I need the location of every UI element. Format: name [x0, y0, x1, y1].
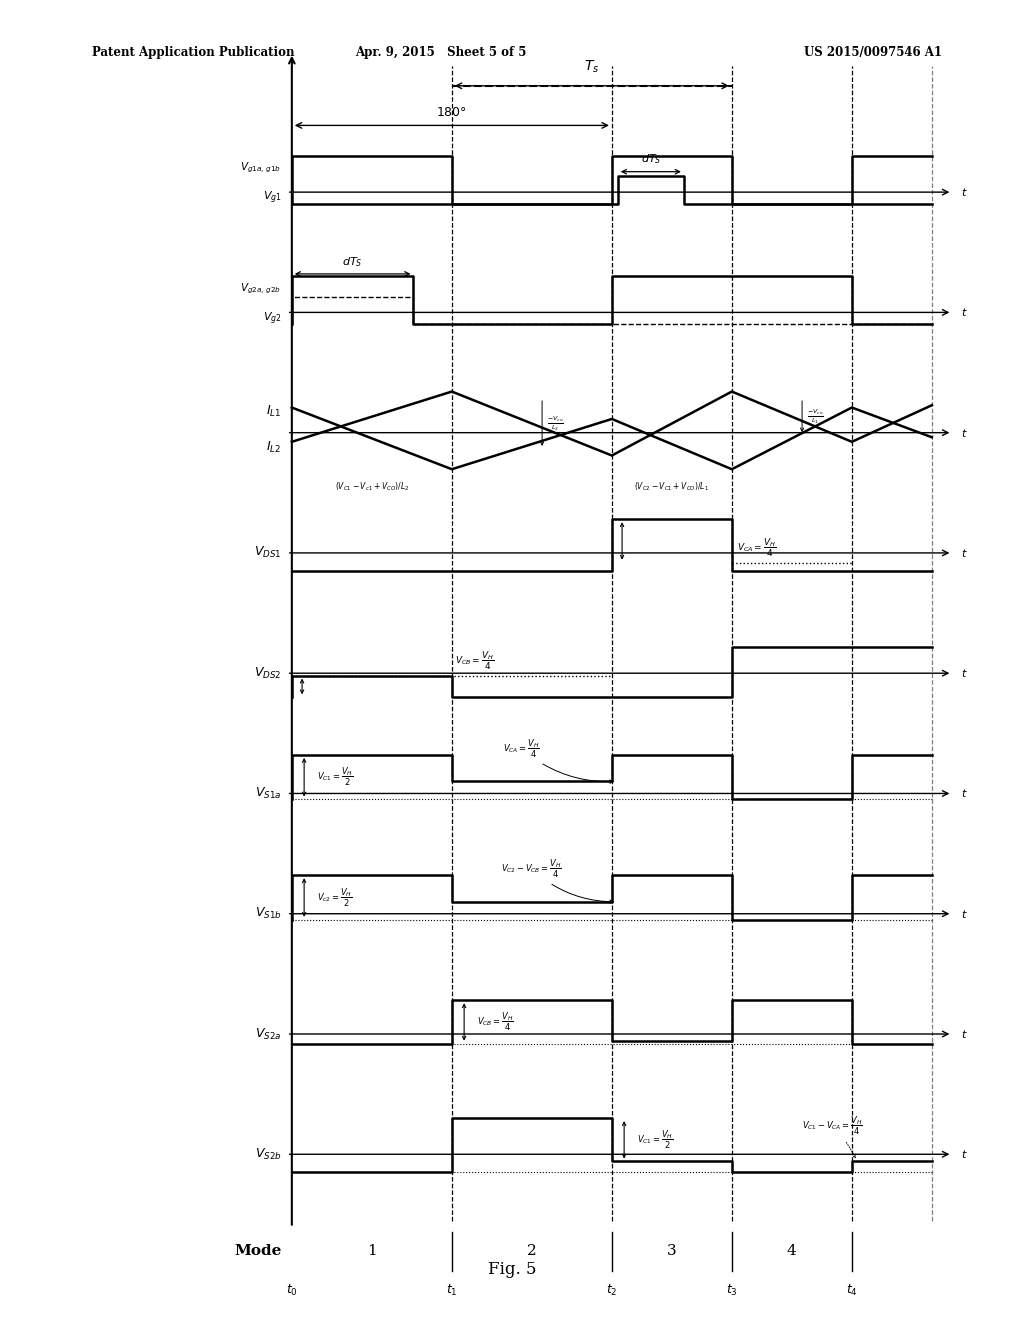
Text: $t$: $t$	[961, 546, 968, 558]
Text: $180°$: $180°$	[436, 106, 467, 119]
Text: $V_{g1}$: $V_{g1}$	[263, 190, 282, 206]
Text: $V_{C1}=\dfrac{V_H}{2}$: $V_{C1}=\dfrac{V_H}{2}$	[317, 766, 354, 788]
Text: $t$: $t$	[961, 788, 968, 800]
Text: $V_{C2}-V_{CB}=\dfrac{V_H}{4}$: $V_{C2}-V_{CB}=\dfrac{V_H}{4}$	[502, 858, 613, 903]
Text: $t$: $t$	[961, 1028, 968, 1040]
Text: $V_{C1}=\dfrac{V_H}{2}$: $V_{C1}=\dfrac{V_H}{2}$	[637, 1129, 674, 1151]
Text: $\frac{-V_{co}}{L_2}$: $\frac{-V_{co}}{L_2}$	[547, 414, 564, 433]
Text: $V_{c2}=\dfrac{V_H}{2}$: $V_{c2}=\dfrac{V_H}{2}$	[317, 887, 353, 908]
Text: $(V_{C1}-V_{c1}+V_{CO})/L_2$: $(V_{C1}-V_{c1}+V_{CO})/L_2$	[335, 480, 409, 494]
Text: $V_{g2}$: $V_{g2}$	[263, 310, 282, 326]
Text: 3: 3	[667, 1245, 677, 1258]
Text: 1: 1	[367, 1245, 377, 1258]
Text: 4: 4	[787, 1245, 797, 1258]
Text: Apr. 9, 2015   Sheet 5 of 5: Apr. 9, 2015 Sheet 5 of 5	[354, 46, 526, 59]
Text: $I_{L1}$: $I_{L1}$	[266, 404, 282, 418]
Text: 2: 2	[527, 1245, 537, 1258]
Text: $V_{g1a,\,g1b}$: $V_{g1a,\,g1b}$	[241, 161, 282, 176]
Text: $V_{S2a}$: $V_{S2a}$	[255, 1027, 282, 1041]
Text: $V_{CA}=\dfrac{V_H}{4}$: $V_{CA}=\dfrac{V_H}{4}$	[503, 738, 613, 783]
Text: $t_0$: $t_0$	[286, 1283, 298, 1298]
Text: $I_{L2}$: $I_{L2}$	[266, 440, 282, 454]
Text: $dT_S$: $dT_S$	[342, 255, 362, 269]
Text: $t_1$: $t_1$	[446, 1283, 458, 1298]
Text: $V_{DS2}$: $V_{DS2}$	[254, 665, 282, 681]
Text: $V_{C1}-V_{CA}=\dfrac{V_H}{4}$: $V_{C1}-V_{CA}=\dfrac{V_H}{4}$	[802, 1115, 863, 1158]
Text: $t_4$: $t_4$	[846, 1283, 858, 1298]
Text: $V_{S1a}$: $V_{S1a}$	[255, 785, 282, 801]
Text: $\frac{-V_{co}}{L_1}$: $\frac{-V_{co}}{L_1}$	[807, 408, 824, 426]
Text: $T_s$: $T_s$	[584, 59, 599, 75]
Text: Patent Application Publication: Patent Application Publication	[92, 46, 295, 59]
Text: Fig. 5: Fig. 5	[487, 1262, 537, 1278]
Text: $t$: $t$	[961, 186, 968, 198]
Text: $V_{DS1}$: $V_{DS1}$	[254, 545, 282, 561]
Text: $t$: $t$	[961, 306, 968, 318]
Text: Mode: Mode	[234, 1245, 282, 1258]
Text: $V_{S2b}$: $V_{S2b}$	[255, 1147, 282, 1162]
Text: US 2015/0097546 A1: US 2015/0097546 A1	[804, 46, 942, 59]
Text: $V_{CB}=\dfrac{V_H}{4}$: $V_{CB}=\dfrac{V_H}{4}$	[455, 649, 495, 672]
Text: $t_2$: $t_2$	[606, 1283, 617, 1298]
Text: $t$: $t$	[961, 1148, 968, 1160]
Text: $V_{CA}=\dfrac{V_H}{4}$: $V_{CA}=\dfrac{V_H}{4}$	[737, 536, 776, 558]
Text: $(V_{C2}-V_{C1}+V_{CO})/L_1$: $(V_{C2}-V_{C1}+V_{CO})/L_1$	[635, 480, 710, 494]
Text: $t_3$: $t_3$	[726, 1283, 737, 1298]
Text: $dT_S$: $dT_S$	[641, 153, 662, 166]
Text: $V_{S1b}$: $V_{S1b}$	[255, 907, 282, 921]
Text: $t$: $t$	[961, 667, 968, 680]
Text: $t$: $t$	[961, 908, 968, 920]
Text: $t$: $t$	[961, 426, 968, 438]
Text: $V_{CB}=\dfrac{V_H}{4}$: $V_{CB}=\dfrac{V_H}{4}$	[477, 1011, 514, 1034]
Text: $V_{g2a,\,g2b}$: $V_{g2a,\,g2b}$	[241, 281, 282, 296]
